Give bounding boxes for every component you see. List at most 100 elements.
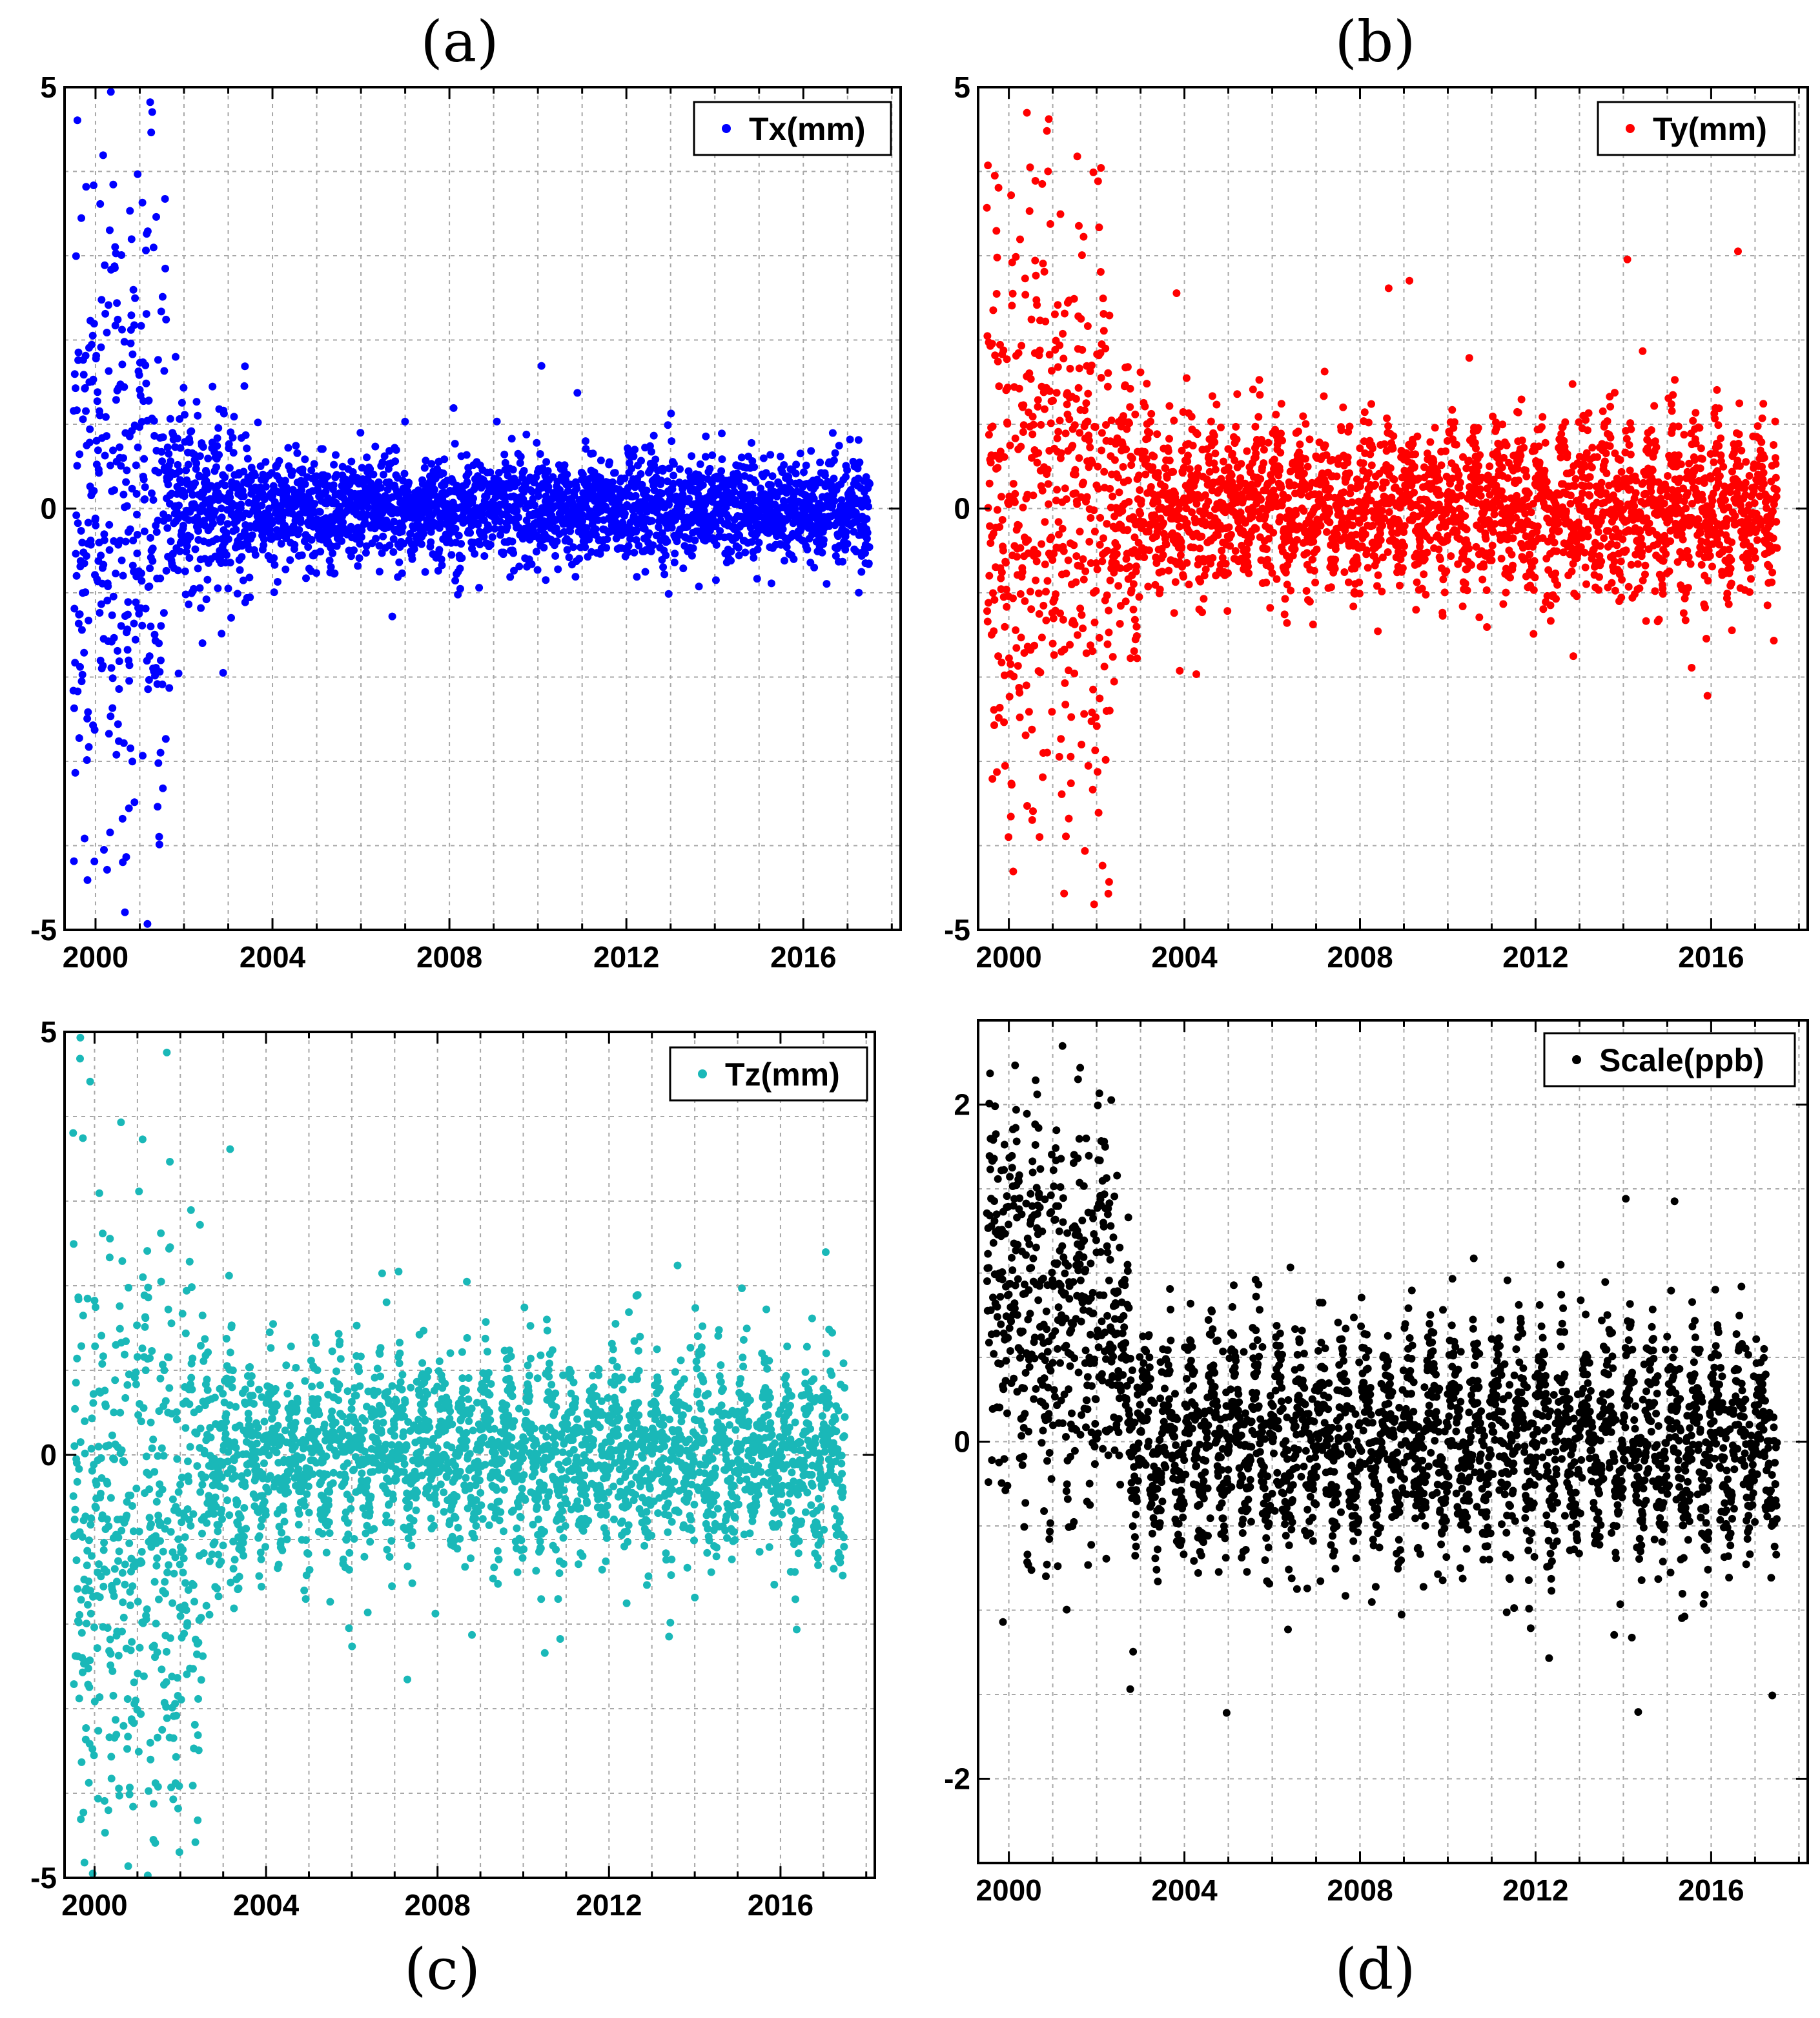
data-point	[176, 415, 184, 423]
data-point	[1362, 508, 1370, 516]
data-point	[1129, 605, 1138, 613]
data-point	[246, 593, 254, 601]
data-point	[466, 529, 475, 537]
data-point	[819, 536, 828, 544]
data-point	[296, 518, 305, 526]
data-point	[987, 539, 995, 547]
data-point	[226, 493, 234, 502]
data-point	[1163, 473, 1171, 482]
data-point	[671, 550, 679, 558]
data-point	[237, 500, 245, 509]
data-point	[1345, 422, 1354, 431]
data-point	[331, 569, 339, 577]
data-point	[1236, 508, 1245, 517]
data-point	[1039, 601, 1048, 610]
data-point	[712, 541, 721, 549]
data-point	[1187, 413, 1196, 421]
data-point	[1125, 562, 1134, 571]
data-point	[1132, 562, 1140, 570]
data-point	[1032, 576, 1040, 584]
data-point	[679, 564, 688, 573]
data-point	[837, 496, 846, 504]
y-tick-label: -5	[30, 913, 57, 947]
data-point	[1456, 479, 1464, 487]
data-point	[741, 548, 750, 557]
data-point	[116, 443, 124, 451]
data-point	[1021, 274, 1029, 283]
data-point	[1092, 559, 1100, 567]
data-point	[1406, 276, 1414, 285]
data-point	[865, 543, 874, 551]
data-point	[1098, 557, 1107, 566]
data-point	[81, 834, 88, 843]
data-point	[1303, 549, 1311, 557]
data-point	[643, 508, 651, 516]
data-point	[1243, 545, 1251, 553]
data-point	[1188, 508, 1196, 517]
data-point	[1258, 439, 1266, 447]
data-point	[390, 517, 398, 526]
data-point	[1068, 442, 1077, 450]
data-point	[1182, 504, 1191, 513]
data-point	[1008, 258, 1016, 267]
data-point	[1150, 452, 1158, 460]
data-point	[135, 371, 143, 379]
data-point	[1243, 551, 1251, 560]
data-point	[380, 452, 389, 460]
data-point	[1232, 435, 1241, 444]
data-point	[1231, 547, 1240, 555]
data-point	[141, 483, 149, 491]
data-point	[1433, 468, 1442, 476]
data-point	[997, 658, 1006, 666]
data-point	[72, 252, 80, 260]
data-point	[1338, 513, 1347, 522]
data-point	[1027, 315, 1036, 324]
data-point	[129, 537, 138, 544]
data-point	[146, 564, 154, 573]
data-point	[109, 592, 118, 601]
data-point	[229, 433, 237, 442]
data-point	[1196, 577, 1205, 586]
data-point	[74, 519, 82, 528]
data-point	[1399, 550, 1407, 557]
data-point	[292, 442, 300, 450]
data-point	[233, 590, 241, 598]
data-point	[1344, 453, 1352, 462]
data-point	[128, 561, 137, 570]
data-point	[516, 453, 525, 461]
data-point	[164, 514, 172, 522]
data-point	[700, 507, 708, 515]
data-point	[1373, 582, 1381, 590]
data-point	[1209, 554, 1217, 562]
data-point	[1130, 533, 1139, 542]
data-point	[1476, 451, 1484, 459]
data-point	[1218, 546, 1226, 555]
data-point	[620, 510, 629, 518]
data-point	[124, 610, 132, 619]
data-point	[215, 451, 223, 459]
data-point	[1067, 752, 1075, 761]
data-point	[834, 532, 843, 541]
data-point	[451, 440, 459, 448]
data-point	[118, 325, 126, 334]
data-point	[440, 455, 449, 464]
data-point	[1091, 423, 1099, 431]
data-point	[821, 471, 829, 480]
data-point	[776, 452, 784, 460]
data-point	[251, 471, 259, 480]
data-point	[254, 494, 262, 502]
data-point	[1396, 555, 1405, 564]
data-point	[628, 464, 636, 473]
data-point	[1125, 419, 1133, 427]
data-point	[658, 529, 666, 537]
data-point	[141, 604, 150, 613]
data-point	[1149, 463, 1157, 471]
data-point	[535, 492, 543, 500]
data-point	[214, 584, 222, 592]
data-point	[1387, 493, 1396, 502]
data-point	[327, 563, 335, 571]
data-point	[192, 398, 201, 406]
data-point	[202, 595, 210, 604]
data-point	[1201, 491, 1209, 499]
data-point	[1237, 460, 1245, 468]
